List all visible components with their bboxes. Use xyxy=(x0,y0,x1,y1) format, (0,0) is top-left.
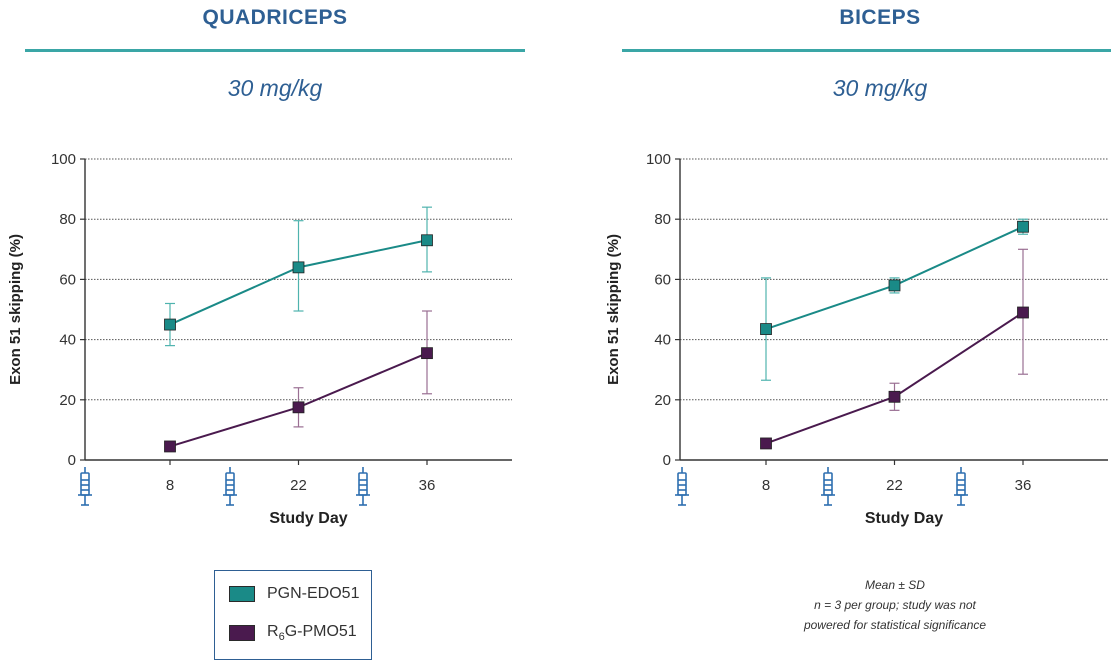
data-point xyxy=(164,318,176,331)
syringe-icon xyxy=(954,467,968,506)
y-tick-label: 0 xyxy=(68,452,76,469)
data-point xyxy=(888,279,901,292)
panel-title-biceps: BICEPS xyxy=(839,6,921,29)
x-tick-label: 22 xyxy=(290,477,307,494)
y-tick-label: 20 xyxy=(59,392,76,409)
syringe-icon xyxy=(223,467,237,506)
data-point xyxy=(421,347,433,360)
chart-quadriceps: 0 20 40 60 80 100 8 22 36 Study Day Exon 51 skippi… xyxy=(7,151,512,527)
data-point xyxy=(1017,306,1029,319)
syringe-barrel xyxy=(677,472,687,496)
x-tick-label: 8 xyxy=(762,477,770,494)
dose-label: 30 mg/kg xyxy=(227,75,323,101)
title-divider xyxy=(25,49,525,52)
note-line: Mean ± SD xyxy=(865,578,925,592)
note-line: powered for statistical significance xyxy=(803,618,987,632)
panel-title-quadriceps: QUADRICEPS xyxy=(202,6,348,29)
y-tick-label: 0 xyxy=(663,452,671,469)
data-point xyxy=(292,401,305,414)
data-point xyxy=(292,261,305,274)
stats-note: Mean ± SD n = 3 per group; study was not… xyxy=(760,575,1030,635)
y-tick-label: 40 xyxy=(654,332,671,349)
data-point xyxy=(164,440,176,453)
legend-label: R6G-PMO51 xyxy=(267,623,357,644)
data-point xyxy=(760,437,772,450)
x-tick-label: 36 xyxy=(419,477,436,494)
data-point xyxy=(421,234,433,247)
data-point xyxy=(888,390,901,403)
x-tick-label: 8 xyxy=(166,477,174,494)
legend-swatch-teal xyxy=(229,586,255,602)
y-tick-label: 60 xyxy=(59,271,76,288)
syringe-barrel xyxy=(956,472,966,496)
x-tick-label: 22 xyxy=(886,477,903,494)
data-point xyxy=(760,323,772,335)
legend-swatch-purple xyxy=(229,625,255,642)
data-point xyxy=(1017,220,1029,233)
dose-label: 30 mg/kg xyxy=(832,75,928,101)
legend-label: PGN-EDO51 xyxy=(267,585,360,602)
y-tick-label: 40 xyxy=(59,332,76,349)
y-tick-label: 20 xyxy=(654,392,671,409)
syringe-icon xyxy=(356,467,370,506)
syringe-icon xyxy=(821,467,835,506)
syringe-barrel xyxy=(823,472,833,496)
series-line xyxy=(765,311,1024,445)
syringe-icon xyxy=(675,467,689,506)
y-tick-label: 60 xyxy=(654,271,671,288)
y-tick-label: 100 xyxy=(646,151,671,168)
legend-item: R6G-PMO51 xyxy=(229,623,357,643)
x-axis-label: Study Day xyxy=(865,510,943,527)
y-tick-label: 80 xyxy=(654,211,671,228)
y-tick-label: 80 xyxy=(59,211,76,228)
y-axis-label: Exon 51 skipping (%) xyxy=(7,234,24,385)
y-axis-label: Exon 51 skipping (%) xyxy=(605,234,622,385)
legend-item: PGN-EDO51 xyxy=(229,585,359,603)
x-axis-label: Study Day xyxy=(269,510,347,527)
legend: PGN-EDO51 R6G-PMO51 xyxy=(214,570,372,660)
syringe-icon xyxy=(78,467,92,506)
note-line: n = 3 per group; study was not xyxy=(814,598,976,612)
x-tick-label: 36 xyxy=(1015,477,1032,494)
chart-biceps: 0 20 40 60 80 100 8 22 36 Study Day Exon 51 skippi… xyxy=(605,151,1108,527)
y-tick-label: 100 xyxy=(51,151,76,168)
title-divider xyxy=(622,49,1111,52)
